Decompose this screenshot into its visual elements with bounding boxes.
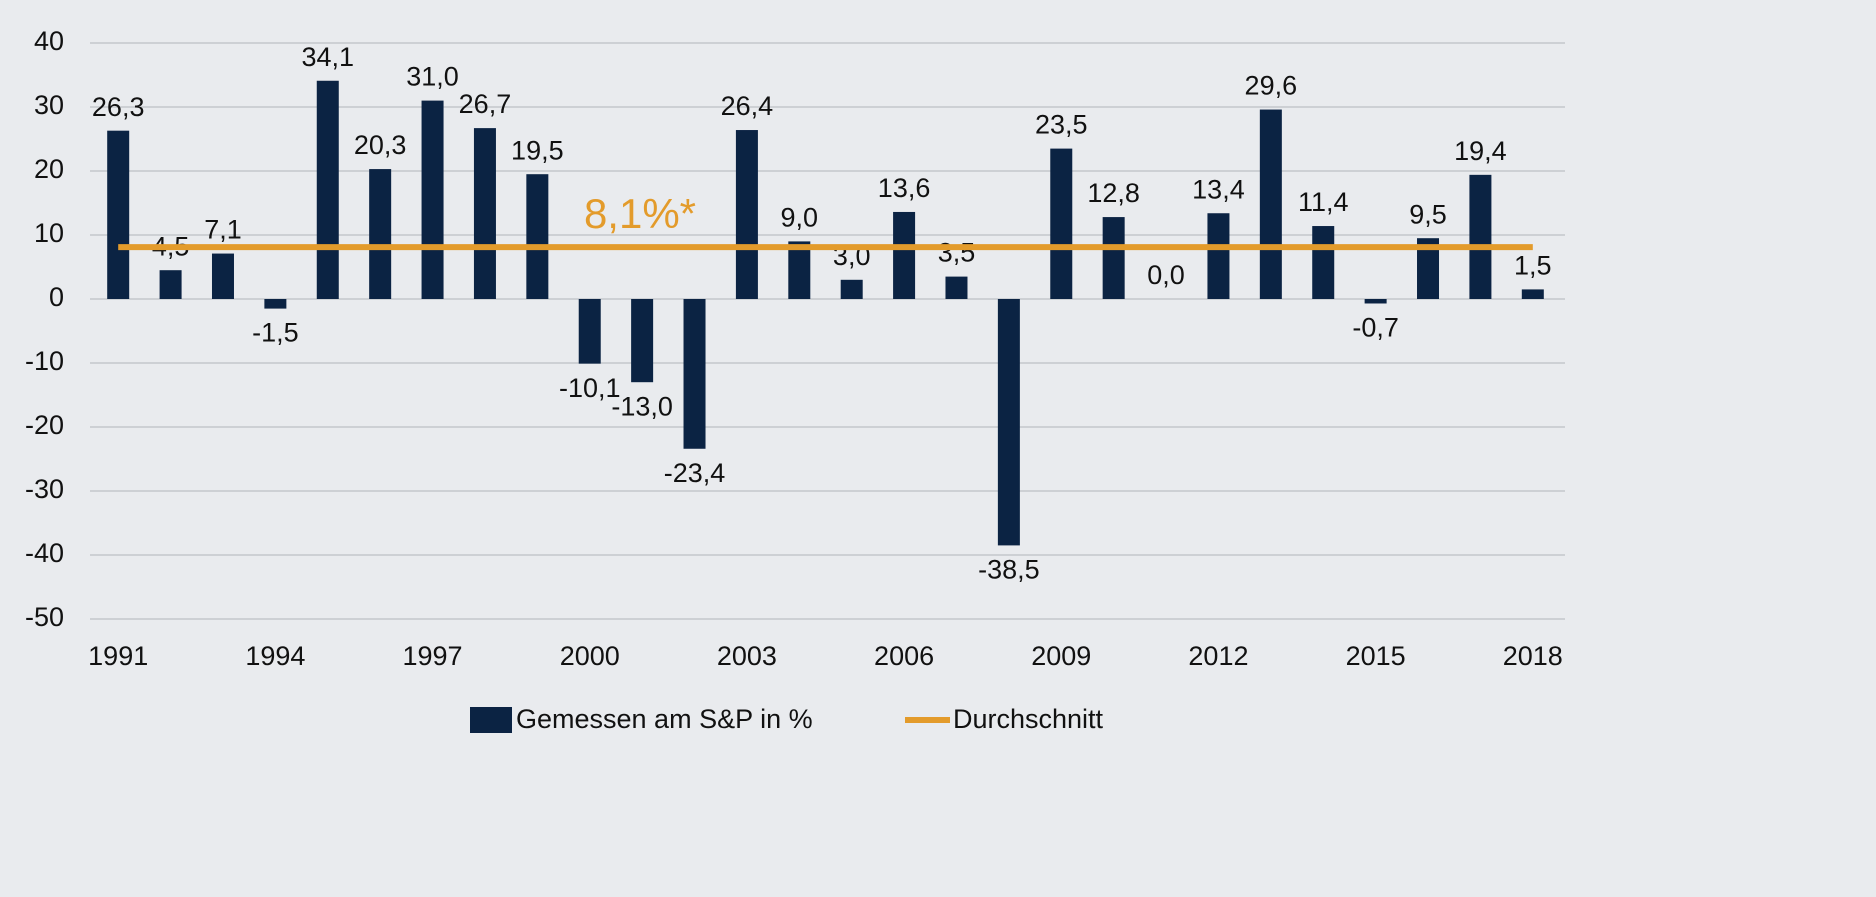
- value-label: -13,0: [611, 391, 673, 421]
- bar: [526, 174, 549, 299]
- value-label: 20,3: [354, 130, 407, 160]
- bar: [578, 299, 601, 364]
- x-tick-label: 2009: [1031, 641, 1091, 671]
- y-tick-label: 40: [34, 26, 64, 56]
- value-label: 13,6: [878, 173, 931, 203]
- y-tick-label: -40: [25, 538, 64, 568]
- x-tick-label: 2006: [874, 641, 934, 671]
- bar: [683, 299, 706, 449]
- x-tick-label: 2015: [1346, 641, 1406, 671]
- value-label: 29,6: [1245, 71, 1298, 101]
- value-label: 3,5: [938, 238, 976, 268]
- x-tick-label: 2003: [717, 641, 777, 671]
- x-tick-label: 2000: [560, 641, 620, 671]
- value-label: 34,1: [301, 42, 354, 72]
- bar: [1469, 174, 1492, 299]
- bar: [1521, 289, 1544, 299]
- value-label: 19,5: [511, 135, 564, 165]
- value-label: 13,4: [1192, 174, 1245, 204]
- legend-swatch: [470, 707, 512, 733]
- value-label: 26,4: [721, 91, 774, 121]
- bar: [1364, 299, 1387, 304]
- value-label: 7,1: [204, 215, 242, 245]
- value-label: 26,3: [92, 92, 145, 122]
- y-tick-label: 0: [49, 282, 64, 312]
- value-label: -38,5: [978, 555, 1040, 585]
- y-tick-label: -20: [25, 410, 64, 440]
- value-label: -1,5: [252, 318, 299, 348]
- bar: [369, 169, 392, 299]
- value-label: -23,4: [664, 458, 726, 488]
- bar: [264, 299, 287, 309]
- value-label: 9,5: [1409, 199, 1447, 229]
- value-label: 9,0: [781, 203, 819, 233]
- x-tick-label: 1994: [245, 641, 305, 671]
- y-tick-label: -30: [25, 474, 64, 504]
- x-tick-label: 1991: [88, 641, 148, 671]
- value-label: 26,7: [459, 89, 512, 119]
- bar: [1207, 213, 1230, 299]
- bar: [107, 130, 130, 299]
- value-label: -10,1: [559, 373, 621, 403]
- bar: [1259, 109, 1282, 299]
- bar: [473, 128, 496, 299]
- x-tick-label: 2012: [1188, 641, 1248, 671]
- y-tick-label: -10: [25, 346, 64, 376]
- bar: [1050, 148, 1073, 299]
- y-tick-label: 10: [34, 218, 64, 248]
- value-label: 11,4: [1298, 187, 1349, 217]
- bar: [997, 299, 1020, 546]
- y-tick-label: 30: [34, 90, 64, 120]
- annotation: 8,1%*: [584, 190, 696, 237]
- value-label: 12,8: [1087, 178, 1140, 208]
- value-label: 19,4: [1454, 136, 1507, 166]
- bar: [945, 276, 968, 299]
- bar: [735, 130, 758, 299]
- bar: [316, 80, 339, 299]
- x-tick-label: 1997: [403, 641, 463, 671]
- value-label: 0,0: [1147, 260, 1185, 290]
- x-tick-label: 2018: [1503, 641, 1563, 671]
- value-label: 23,5: [1035, 110, 1088, 140]
- y-tick-label: 20: [34, 154, 64, 184]
- bar: [1417, 238, 1440, 299]
- value-label: 1,5: [1514, 251, 1552, 281]
- bar: [421, 100, 444, 299]
- bar: [1102, 217, 1125, 299]
- bar: [893, 211, 916, 299]
- bar: [211, 253, 234, 299]
- value-label: -0,7: [1352, 313, 1399, 343]
- legend-label: Durchschnitt: [953, 704, 1104, 734]
- bar: [840, 279, 863, 299]
- bar: [159, 270, 182, 299]
- value-label: 31,0: [406, 62, 459, 92]
- bar: [788, 241, 811, 299]
- bar: [631, 299, 654, 383]
- y-tick-label: -50: [25, 602, 64, 632]
- legend-label: Gemessen am S&P in %: [516, 704, 813, 734]
- bar: [1312, 226, 1335, 299]
